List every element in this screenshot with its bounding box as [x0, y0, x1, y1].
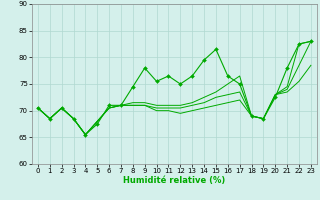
X-axis label: Humidité relative (%): Humidité relative (%) — [123, 176, 226, 185]
